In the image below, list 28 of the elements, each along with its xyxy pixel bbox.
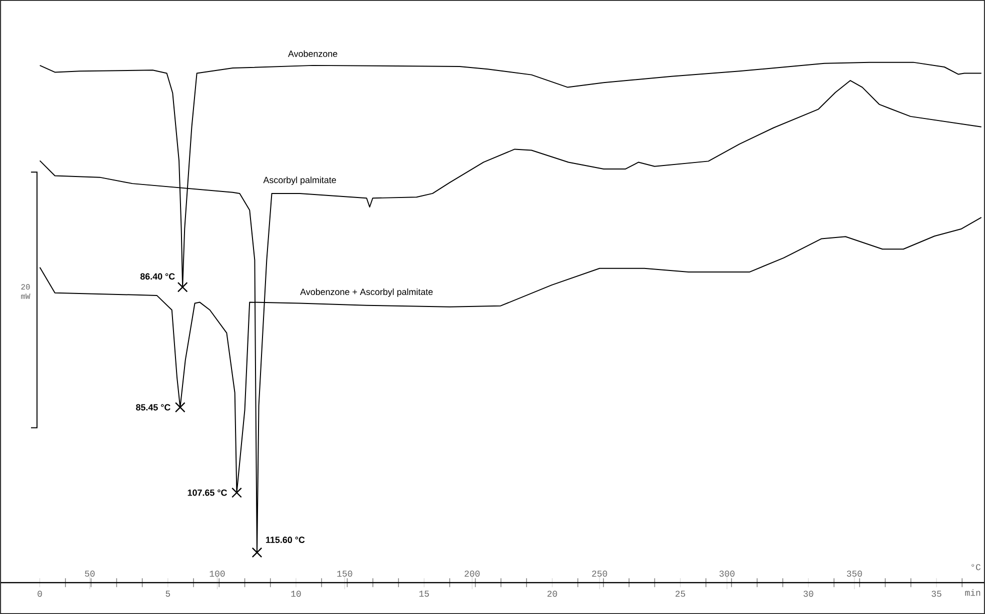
point	[177, 282, 188, 292]
series-label: Avobenzone	[288, 50, 338, 57]
annotation: 107.65 °C	[188, 489, 227, 496]
x2-tick-label: 35	[932, 590, 942, 597]
annotation: 115.60 °C	[266, 536, 305, 543]
annotation: 86.40 °C	[140, 273, 175, 280]
x-tick-label: 150	[337, 570, 352, 577]
series-label: Avobenzone + Ascorbyl palmitate	[300, 288, 433, 297]
point	[232, 487, 242, 498]
x2-tick-label: 25	[676, 590, 686, 597]
x2-tick-label: 5	[166, 590, 170, 597]
x2-tick-label: 15	[419, 590, 429, 597]
x2-tick-label: 10	[291, 590, 301, 597]
x-tick-label: 100	[210, 570, 225, 577]
series-label: Ascorbyl palmitate	[263, 176, 336, 185]
x2-tick-label: 30	[804, 590, 814, 597]
x-axis-title: °C	[972, 564, 981, 570]
x-tick-label: 250	[592, 570, 608, 577]
point	[252, 547, 262, 558]
x2-axis-title: min	[965, 589, 980, 596]
x-tick-label: 300	[719, 570, 734, 577]
x2-tick-label: 20	[547, 590, 558, 597]
point	[174, 402, 186, 412]
x2-tick-label: 0	[38, 590, 42, 597]
x-tick-label: 200	[464, 570, 480, 577]
x-tick-label: 350	[846, 570, 862, 577]
x-tick-label: 50	[84, 570, 95, 577]
annotation: 85.45 °C	[136, 404, 170, 410]
